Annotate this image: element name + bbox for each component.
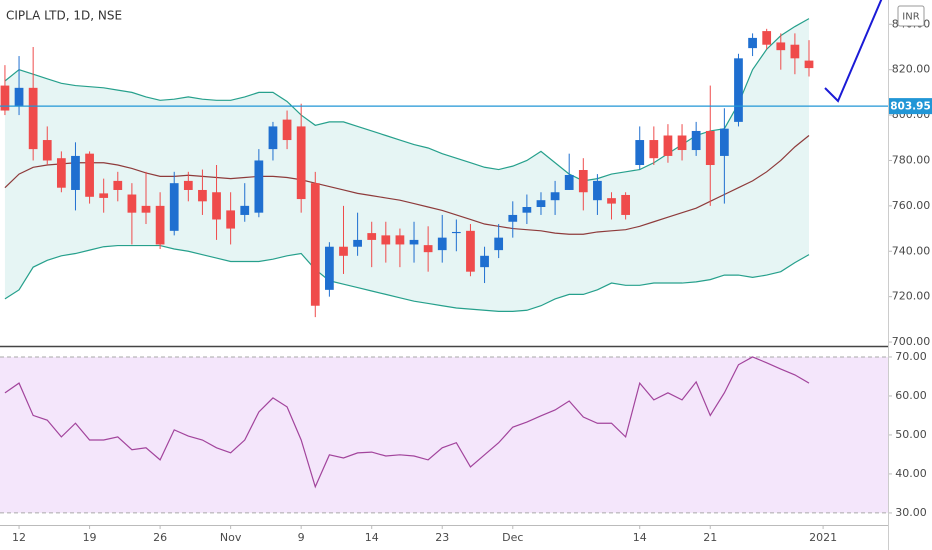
candle-body — [113, 180, 123, 190]
currency-box — [897, 5, 925, 27]
x-tick-label: Dec — [502, 531, 523, 544]
candle-body — [578, 170, 588, 193]
candle-body — [240, 205, 250, 215]
plot-layer: 700.00720.00740.00760.00780.00800.00820.… — [0, 17, 932, 544]
candle-body — [141, 205, 151, 213]
candle-body — [155, 205, 165, 245]
candle-body — [42, 140, 52, 161]
y-tick-label: 740.00 — [892, 244, 931, 257]
candle-body — [691, 130, 701, 151]
x-tick-label: 23 — [435, 531, 449, 544]
y-tick-label: 50.00 — [895, 428, 927, 441]
candle-body — [14, 87, 24, 106]
candle-body — [762, 31, 772, 45]
candle-body — [593, 180, 602, 201]
x-tick-label: 12 — [12, 531, 26, 544]
candle-body — [607, 198, 616, 204]
x-tick-label: 2021 — [809, 531, 837, 544]
candle-body — [776, 42, 786, 51]
candle-body — [480, 255, 489, 268]
candle-body — [748, 37, 757, 49]
candle-body — [677, 135, 687, 151]
candle-body — [663, 135, 673, 156]
y-tick-label: 30.00 — [895, 506, 927, 519]
currency-badge: INR — [897, 5, 925, 27]
band-fill — [4, 18, 810, 312]
candle-body — [325, 246, 334, 290]
band-line — [4, 18, 810, 182]
y-tick-label: 60.00 — [895, 389, 927, 402]
candle-body — [71, 155, 80, 190]
candle-body — [268, 126, 278, 150]
candle-body — [226, 210, 236, 229]
candle-body — [550, 192, 560, 201]
y-tick-label: 700.00 — [892, 335, 931, 348]
rsi-line — [4, 356, 810, 489]
x-tick-label: Nov — [220, 531, 242, 544]
chart-title: CIPLA LTD, 1D, NSE — [6, 9, 122, 23]
y-tick-label: 40.00 — [895, 467, 927, 480]
candle-body — [536, 200, 546, 207]
candle-body — [494, 237, 504, 251]
x-tick-label: 14 — [365, 531, 379, 544]
y-tick-label: 720.00 — [892, 290, 931, 303]
candle-body — [28, 87, 38, 150]
candle-body — [367, 233, 377, 240]
band-line — [4, 244, 810, 313]
candle-body — [705, 130, 715, 166]
candle-body — [254, 160, 264, 213]
trend-drawing — [824, 0, 883, 103]
candle-body — [466, 230, 475, 272]
candle-body — [564, 174, 574, 190]
candle-body — [56, 158, 66, 188]
candle-body — [85, 153, 94, 197]
candle-body — [183, 180, 193, 190]
candle-body — [409, 239, 419, 245]
candle-body — [127, 194, 137, 213]
candle-body — [212, 192, 221, 220]
y-tick-label: 780.00 — [892, 153, 931, 166]
candle-body — [339, 246, 348, 256]
candle-body — [719, 128, 729, 156]
candle-body — [649, 140, 659, 159]
candle-body — [508, 214, 518, 222]
candle-body — [437, 237, 447, 251]
currency-label: INR — [902, 12, 919, 23]
x-tick-label: 21 — [703, 531, 717, 544]
candle-body — [804, 60, 814, 69]
candle-body — [395, 235, 405, 245]
candle-body — [423, 245, 433, 253]
y-tick-label: 820.00 — [892, 63, 931, 76]
x-tick-label: 26 — [153, 531, 167, 544]
candle-body — [99, 193, 109, 198]
candle-body — [310, 183, 320, 306]
candle-body — [353, 239, 362, 247]
candle-body — [451, 231, 461, 234]
y-tick-label: 70.00 — [895, 350, 927, 363]
candle-body — [296, 126, 306, 200]
candle-body — [282, 119, 292, 141]
y-tick-label: 760.00 — [892, 199, 931, 212]
candle-body — [0, 85, 10, 111]
price-line-label: 803.95 — [890, 101, 931, 113]
rsi-band — [0, 356, 888, 513]
candle-body — [381, 235, 391, 245]
candle-body — [169, 183, 179, 231]
candle-body — [522, 207, 532, 213]
x-tick-label: 14 — [633, 531, 647, 544]
band-line — [4, 135, 810, 235]
candle-body — [734, 58, 743, 122]
candle-body — [790, 44, 800, 59]
candle-body — [198, 189, 207, 202]
candle-body — [635, 140, 645, 166]
candle-body — [621, 194, 630, 215]
x-tick-label: 19 — [83, 531, 97, 544]
price-line-badge — [889, 98, 932, 115]
x-tick-label: 9 — [298, 531, 305, 544]
